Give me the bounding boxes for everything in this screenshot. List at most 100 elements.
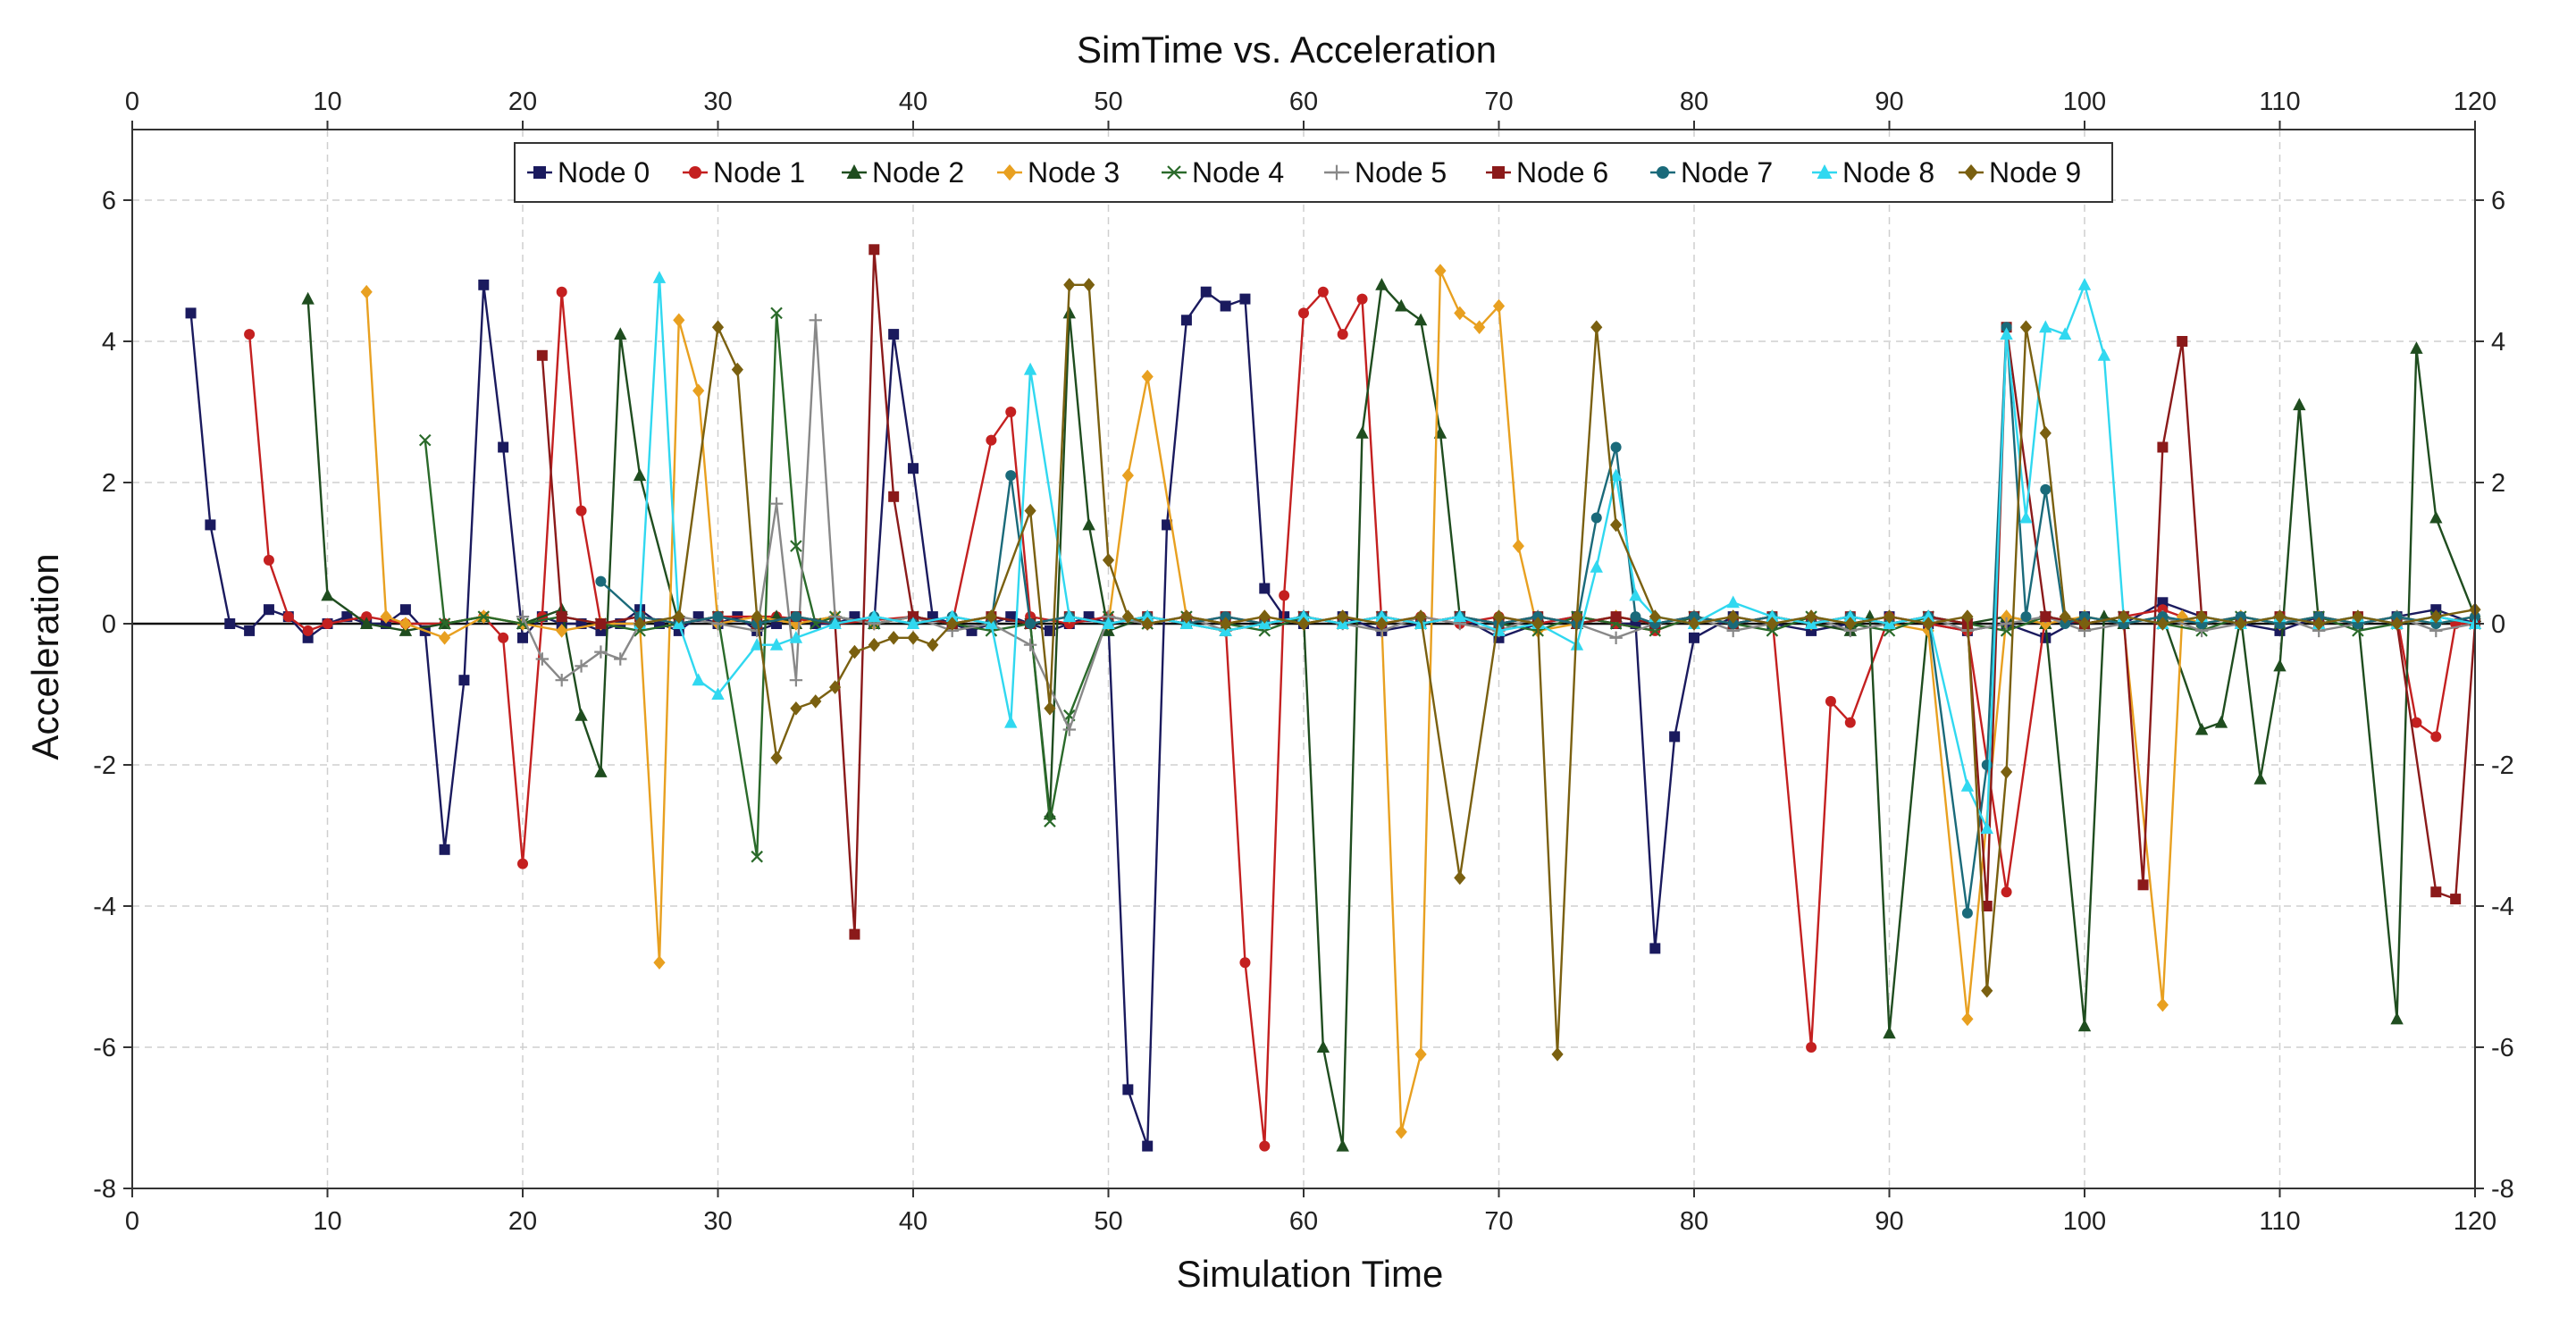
legend-item-node-8[interactable]: Node 8 (1812, 156, 1934, 189)
legend-item-node-6[interactable]: Node 6 (1486, 156, 1608, 189)
y-tick-label-left: 0 (102, 610, 116, 639)
x-tick-label-top: 60 (1289, 88, 1318, 116)
data-point (2391, 611, 2403, 623)
legend-item-node-0[interactable]: Node 0 (527, 156, 650, 189)
x-tick-label-bottom: 100 (2063, 1207, 2106, 1236)
data-point (2157, 611, 2169, 623)
data-point (1512, 539, 1524, 553)
data-point (673, 313, 685, 328)
data-point (829, 680, 842, 694)
legend-item-node-3[interactable]: Node 3 (997, 156, 1120, 189)
data-point (673, 609, 685, 624)
data-point (1062, 306, 1076, 319)
data-point (1141, 369, 1154, 384)
series-layer (185, 244, 2482, 1152)
data-point (1825, 695, 1836, 707)
data-point (790, 540, 802, 552)
data-point (1023, 362, 1037, 375)
x-tick-label-top: 120 (2454, 88, 2496, 116)
data-point (595, 575, 607, 587)
data-point (361, 611, 373, 623)
data-point (1806, 1042, 1817, 1053)
data-point (575, 659, 588, 673)
data-point (731, 362, 743, 377)
data-point (1121, 468, 1134, 483)
legend-label: Node 2 (872, 156, 964, 189)
data-point (2040, 483, 2052, 495)
x-tick-label-bottom: 10 (313, 1207, 341, 1236)
data-point (2077, 1019, 2092, 1032)
data-point (1044, 701, 1056, 716)
data-point (556, 611, 567, 623)
data-point (1122, 1084, 1134, 1096)
legend-item-node-1[interactable]: Node 1 (683, 156, 805, 189)
data-point (439, 844, 450, 855)
legend-item-node-7[interactable]: Node 7 (1650, 156, 1773, 189)
y-tick-label-right: 6 (2491, 187, 2505, 215)
legend-label: Node 9 (1989, 156, 2081, 189)
data-point (2430, 604, 2442, 616)
data-point (1844, 617, 1857, 631)
legend-label: Node 0 (558, 156, 650, 189)
data-point (1296, 609, 1311, 623)
data-point (1609, 631, 1623, 644)
legend-item-node-2[interactable]: Node 2 (842, 156, 964, 189)
legend[interactable]: Node 0 Node 1 Node 2 Node 3 Node 4 Node 5 Node… (514, 142, 2113, 203)
data-point (1669, 731, 1681, 743)
x-tick-label-top: 70 (1484, 88, 1513, 116)
series-line (638, 276, 2476, 830)
data-point (1981, 901, 1993, 911)
legend-marker (689, 166, 701, 179)
data-point (2293, 398, 2306, 411)
data-point (946, 617, 959, 631)
data-point (1590, 512, 1602, 524)
data-point (302, 625, 314, 636)
data-point (2060, 618, 2071, 629)
data-point (2235, 617, 2247, 631)
data-point (1551, 1047, 1564, 1062)
x-tick-label-bottom: 30 (703, 1207, 732, 1236)
legend-label: Node 5 (1355, 156, 1447, 189)
data-point (2390, 1012, 2404, 1025)
data-point (927, 637, 939, 652)
data-point (769, 637, 784, 651)
data-point (438, 617, 451, 630)
data-point (1200, 286, 1212, 298)
data-point (535, 652, 550, 666)
data-point (770, 306, 783, 320)
data-point (380, 609, 392, 624)
legend-label: Node 1 (713, 156, 805, 189)
data-point (1356, 293, 1368, 305)
data-point (2430, 731, 2442, 743)
x-tick-label-top: 40 (899, 88, 927, 116)
data-point (906, 617, 920, 629)
data-point (1220, 300, 1231, 312)
data-point (1531, 617, 1544, 631)
data-point (2020, 611, 2032, 623)
y-tick-label-left: -6 (93, 1034, 116, 1062)
data-point (1922, 609, 1935, 623)
data-point (1062, 609, 1076, 623)
data-point (399, 617, 412, 631)
data-point (1395, 298, 1408, 312)
data-point (1258, 609, 1271, 624)
data-point (556, 624, 568, 638)
data-point (498, 441, 509, 453)
x-tick-label-bottom: 40 (899, 1207, 927, 1236)
data-point (1162, 519, 1173, 531)
legend-item-node-9[interactable]: Node 9 (1959, 156, 2081, 189)
data-point (2410, 341, 2423, 354)
data-point (1024, 503, 1036, 518)
data-point (439, 631, 451, 645)
data-point (868, 244, 880, 256)
data-point (1630, 611, 1641, 623)
data-point (634, 617, 646, 631)
data-point (1844, 717, 1856, 728)
data-point (1375, 609, 1389, 623)
data-point (1355, 425, 1369, 439)
legend-item-node-4[interactable]: Node 4 (1162, 156, 1284, 189)
legend-marker (846, 164, 862, 179)
data-point (2313, 611, 2325, 623)
legend-item-node-5[interactable]: Node 5 (1324, 156, 1447, 189)
x-tick-label-bottom: 60 (1289, 1207, 1318, 1236)
